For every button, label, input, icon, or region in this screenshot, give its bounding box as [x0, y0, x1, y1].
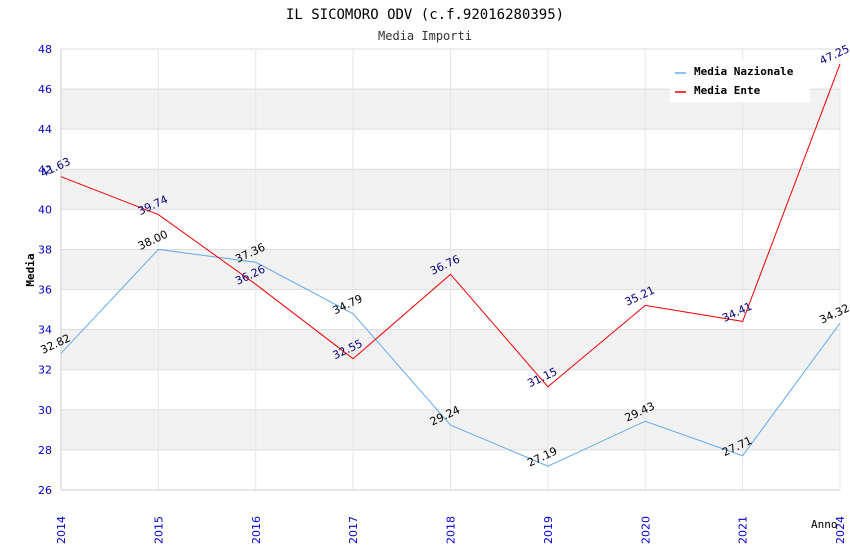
chart-title: IL SICOMORO ODV (c.f.92016280395)	[286, 7, 564, 23]
y-tick-label: 38	[38, 243, 52, 256]
y-tick-label: 44	[38, 123, 52, 136]
x-tick-label: 2019	[542, 516, 555, 544]
x-tick-label: 2018	[445, 516, 458, 544]
legend-label-media-nazionale: Media Nazionale	[694, 65, 794, 78]
y-tick-label: 46	[38, 83, 52, 96]
y-tick-label: 40	[38, 203, 52, 216]
y-tick-label: 26	[38, 484, 52, 497]
y-tick-label: 28	[38, 444, 52, 457]
y-tick-label: 34	[38, 324, 52, 337]
y-axis-label: Media	[24, 253, 37, 286]
x-tick-label: 2021	[737, 516, 750, 544]
x-tick-label: 2015	[152, 516, 165, 544]
y-tick-label: 30	[38, 404, 52, 417]
x-tick-label: 2016	[250, 516, 263, 544]
legend-label-media-ente: Media Ente	[694, 84, 761, 97]
x-axis-label: Anno	[811, 518, 838, 531]
x-tick-label: 2014	[55, 516, 68, 544]
y-tick-label: 36	[38, 284, 52, 297]
x-tick-label: 2017	[347, 516, 360, 544]
x-tick-label: 2020	[639, 516, 652, 544]
y-tick-label: 32	[38, 364, 52, 377]
legend: Media Nazionale Media Ente	[670, 60, 810, 102]
y-tick-label: 48	[38, 43, 52, 56]
chart-subtitle: Media Importi	[378, 29, 472, 43]
